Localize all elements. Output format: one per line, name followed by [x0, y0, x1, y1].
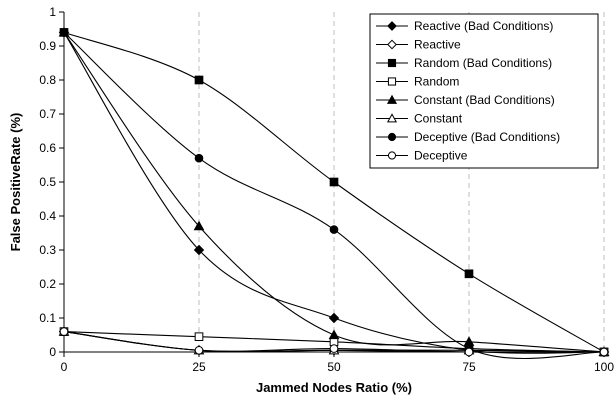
data-point [464, 269, 474, 279]
x-tick-label: 50 [327, 360, 341, 374]
legend: Reactive (Bad Conditions) Reactive Random … [369, 13, 599, 169]
data-point [329, 225, 339, 234]
x-tick-label: 25 [192, 360, 206, 374]
data-point [193, 220, 205, 231]
y-tick-label: 0.2 [39, 277, 56, 291]
legend-item-4: Random [376, 75, 459, 89]
legend-item-5: Constant (Bad Conditions) [376, 93, 555, 107]
legend-label: Constant [414, 112, 463, 126]
data-point [329, 344, 339, 353]
legend-item-7: Deceptive (Bad Conditions) [376, 130, 560, 144]
data-point [194, 345, 204, 355]
data-point [194, 75, 204, 85]
y-tick-label: 0.7 [39, 107, 56, 121]
y-tick-label: 0.1 [39, 311, 56, 325]
y-tick-label: 1 [49, 5, 56, 19]
data-point [464, 347, 474, 357]
y-tick-label: 0.5 [39, 175, 56, 189]
data-point [194, 332, 204, 342]
data-point [193, 244, 205, 256]
legend-label: Random (Bad Conditions) [414, 56, 552, 70]
x-tick-label: 0 [61, 360, 68, 374]
y-tick-label: 0 [49, 345, 56, 359]
axes: 0 0.1 0.2 0.3 0.4 0.5 0.6 0.7 0.8 0.9 1 0 25 50 75 100 [39, 5, 614, 374]
data-point [329, 177, 339, 187]
legend-label: Reactive [414, 38, 461, 52]
y-axis-title: False PositiveRate (%) [8, 113, 23, 252]
legend-label: Reactive (Bad Conditions) [414, 19, 553, 33]
series-group [58, 26, 610, 359]
y-tick-label: 0.3 [39, 243, 56, 257]
x-axis-title: Jammed Nodes Ratio (%) [256, 380, 412, 395]
data-point [599, 347, 609, 357]
legend-marker [386, 94, 398, 104]
x-tick-label: 75 [462, 360, 476, 374]
legend-marker [387, 58, 397, 68]
y-tick-label: 0.6 [39, 141, 56, 155]
legend-marker [386, 113, 398, 123]
data-point [194, 153, 204, 163]
legend-marker [387, 132, 397, 142]
legend-marker [387, 21, 397, 31]
data-point [328, 329, 340, 340]
data-point [59, 327, 69, 336]
legend-label: Deceptive [414, 149, 468, 163]
x-tick-label: 100 [594, 360, 614, 374]
legend-label: Deceptive (Bad Conditions) [414, 130, 560, 144]
legend-box [369, 13, 599, 169]
legend-item-2: Reactive [376, 38, 461, 52]
legend-marker [387, 151, 397, 160]
y-tick-label: 0.4 [39, 209, 56, 223]
data-point [59, 28, 69, 37]
legend-item-1: Reactive (Bad Conditions) [376, 19, 553, 33]
legend-item-3: Random (Bad Conditions) [376, 56, 552, 70]
y-tick-label: 0.8 [39, 73, 56, 87]
legend-item-8: Deceptive [376, 149, 468, 163]
legend-label: Constant (Bad Conditions) [414, 93, 555, 107]
series-line [63, 32, 605, 353]
legend-item-6: Constant [376, 112, 463, 126]
legend-marker [387, 39, 397, 50]
legend-marker [387, 77, 397, 86]
legend-label: Random [414, 75, 459, 89]
series-8 [59, 327, 609, 357]
data-point [328, 312, 340, 324]
y-tick-label: 0.9 [39, 39, 56, 53]
